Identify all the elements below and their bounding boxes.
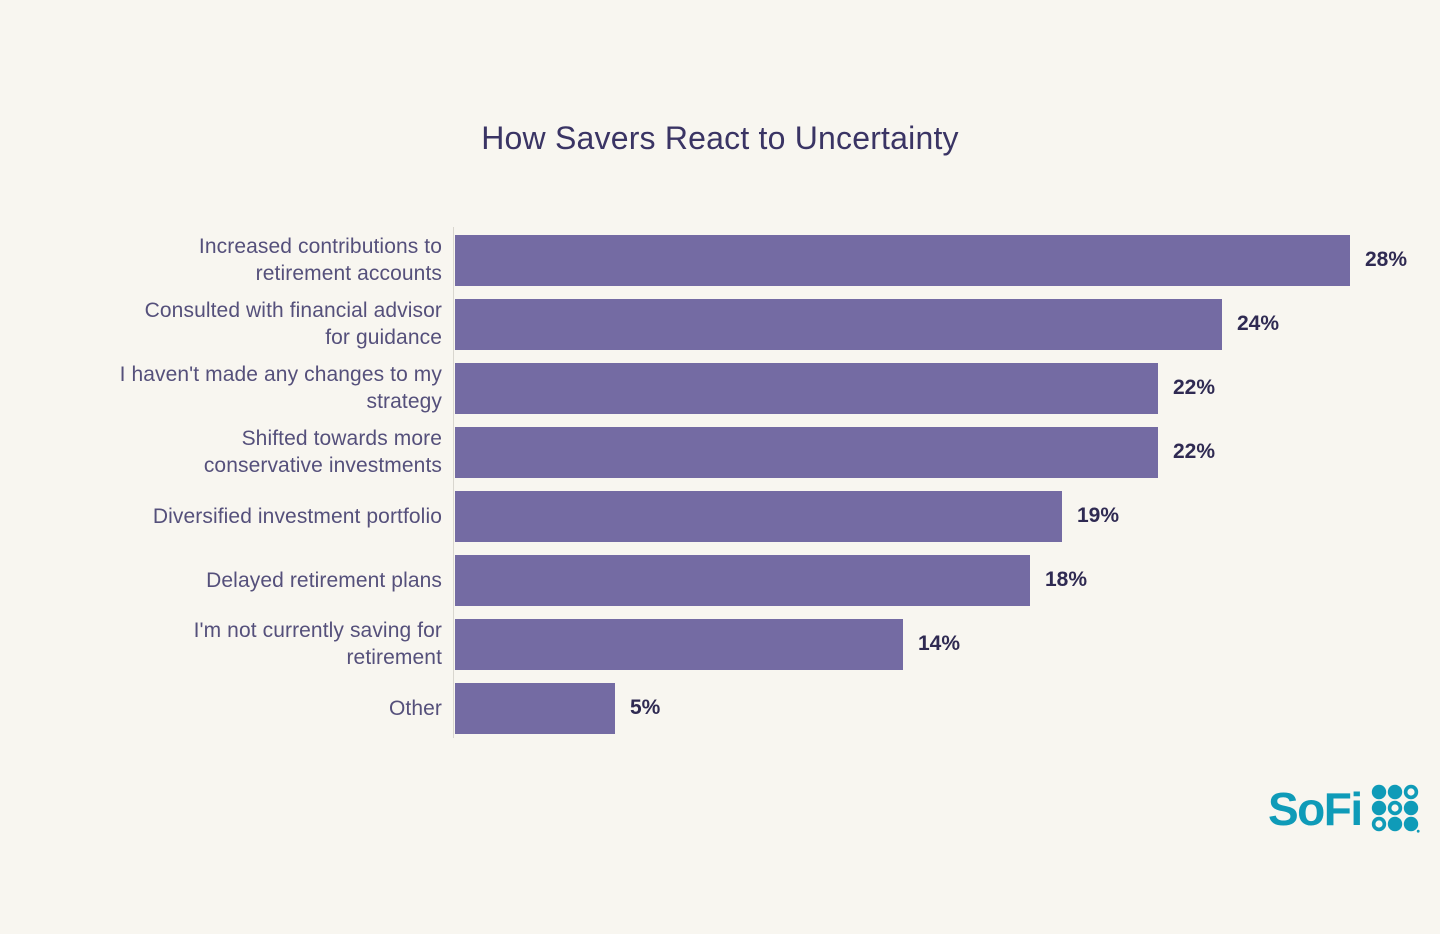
bar [455,554,1030,606]
sofi-logo: SoFi [1268,784,1420,833]
chart-row: Other 5% [0,676,1440,740]
bar-chart: Increased contributions to retirement ac… [0,228,1440,740]
chart-row: I'm not currently saving for retirement … [0,612,1440,676]
category-label: Diversified investment portfolio [152,504,442,528]
y-axis-line [453,227,454,738]
chart-row: Shifted towards more conservative invest… [0,420,1440,484]
value-label: 28% [1365,248,1408,271]
category-label: Delayed retirement plans [206,568,442,592]
value-label: 24% [1237,312,1280,335]
category-label: I'm not currently saving for retirement [193,619,442,669]
category-label: Shifted towards more conservative invest… [203,427,442,477]
value-label: 5% [630,696,661,719]
bar [455,682,615,734]
value-label: 22% [1173,376,1216,399]
chart-row: Delayed retirement plans 18% [0,548,1440,612]
bar [455,234,1350,286]
value-label: 19% [1077,504,1120,527]
value-label: 22% [1173,440,1216,463]
value-label: 18% [1045,568,1088,591]
category-label: Other [388,696,442,720]
chart-row: Consulted with financial advisor for gui… [0,292,1440,356]
bar [455,298,1222,350]
sofi-dots-icon [1371,784,1420,833]
bar [455,618,903,670]
category-label: Consulted with financial advisor for gui… [144,299,442,349]
category-label: Increased contributions to retirement ac… [198,235,442,285]
value-label: 14% [918,632,961,655]
chart-row: I haven't made any changes to my strateg… [0,356,1440,420]
chart-row: Increased contributions to retirement ac… [0,228,1440,292]
chart-row: Diversified investment portfolio 19% [0,484,1440,548]
bar [455,426,1158,478]
bar [455,490,1062,542]
bar [455,362,1158,414]
chart-title: How Savers React to Uncertainty [481,120,959,156]
sofi-logo-text: SoFi [1268,782,1363,835]
category-label: I haven't made any changes to my strateg… [119,363,442,413]
